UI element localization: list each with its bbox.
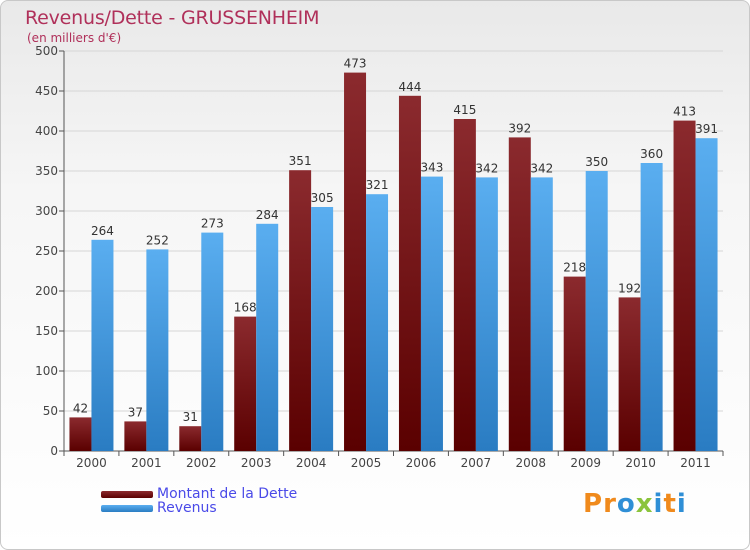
logo-letter: i [653,489,664,519]
bar-revenus [201,232,224,451]
data-label-debt: 218 [563,261,586,275]
data-label-revenus: 273 [201,217,224,231]
data-label-revenus: 342 [530,161,553,175]
bar-revenus [695,138,718,451]
data-label-debt: 473 [344,57,367,71]
data-label-debt: 444 [399,80,422,94]
y-tick-label: 250 [35,244,58,258]
x-tick-label: 2002 [186,456,217,470]
proxiti-logo: Proxiti [583,489,687,519]
data-label-revenus: 305 [311,191,334,205]
chart-subtitle: (en milliers d'€) [27,31,122,45]
data-label-revenus: 284 [256,208,279,222]
legend: Montant de la Dette Revenus [101,486,298,516]
data-label-revenus: 264 [91,224,114,238]
legend-label-revenus: Revenus [157,500,217,516]
x-tick-label: 2005 [351,456,382,470]
bar-revenus [585,171,608,451]
logo-letter: t [663,489,677,519]
x-tick-label: 2001 [131,456,162,470]
data-label-revenus: 252 [146,233,169,247]
y-tick-label: 350 [35,164,58,178]
data-label-revenus: 360 [640,147,663,161]
x-tick-label: 2010 [625,456,656,470]
bar-debt [618,297,641,451]
data-label-debt: 392 [508,121,531,135]
data-label-debt: 168 [234,301,257,315]
bar-revenus [256,223,279,451]
logo-letter: x [635,489,654,519]
data-label-debt: 42 [73,401,88,415]
data-label-debt: 351 [289,154,312,168]
logo-letter: r [603,489,617,519]
bar-debt [673,120,696,451]
bar-debt [344,72,367,451]
bar-debt [179,426,202,451]
data-label-revenus: 343 [421,161,444,175]
x-tick-label: 2008 [516,456,547,470]
y-tick-label: 200 [35,284,58,298]
x-tick-label: 2006 [406,456,437,470]
bar-debt [563,276,586,451]
y-tick-label: 300 [35,204,58,218]
bar-revenus [640,163,663,451]
data-label-debt: 192 [618,281,641,295]
data-label-revenus: 321 [366,178,389,192]
logo-letter: P [583,489,604,519]
legend-item-revenus: Revenus [101,500,297,516]
x-tick-label: 2003 [241,456,272,470]
bar-debt [289,170,312,451]
data-label-debt: 415 [453,103,476,117]
bar-revenus [311,207,334,451]
x-tick-label: 2004 [296,456,327,470]
bar-revenus [91,239,114,451]
chart-title: Revenus/Dette - GRUSSENHEIM [25,7,320,29]
logo-letter: i [676,489,687,519]
bar-debt [398,95,421,452]
bar-debt [69,417,92,451]
bar-debt [124,421,147,451]
y-tick-label: 400 [35,124,58,138]
bar-revenus [146,249,169,451]
y-tick-label: 0 [50,444,58,458]
data-label-revenus: 342 [475,161,498,175]
bar-debt [453,119,476,451]
bar-debt [234,316,257,451]
y-tick-label: 150 [35,324,58,338]
y-tick-label: 100 [35,364,58,378]
legend-label-debt: Montant de la Dette [157,486,298,502]
x-tick-label: 2011 [680,456,711,470]
data-label-debt: 413 [673,105,696,119]
legend-item-debt: Montant de la Dette [101,486,298,502]
x-tick-label: 2007 [461,456,492,470]
data-label-revenus: 391 [695,122,718,136]
y-tick-label: 50 [43,404,58,418]
bar-revenus [366,194,389,451]
legend-swatch-revenus [101,504,153,512]
bar-debt [508,137,531,451]
data-label-revenus: 350 [585,155,608,169]
x-tick-label: 2000 [76,456,107,470]
bar-revenus [475,177,498,451]
logo-letter: o [616,489,636,519]
data-label-debt: 31 [183,410,198,424]
y-tick-label: 500 [35,44,58,58]
y-tick-label: 450 [35,84,58,98]
bar-revenus [530,177,553,451]
bar-revenus [420,176,443,451]
legend-swatch-debt [101,490,153,498]
data-label-debt: 37 [128,405,143,419]
x-tick-label: 2009 [570,456,601,470]
